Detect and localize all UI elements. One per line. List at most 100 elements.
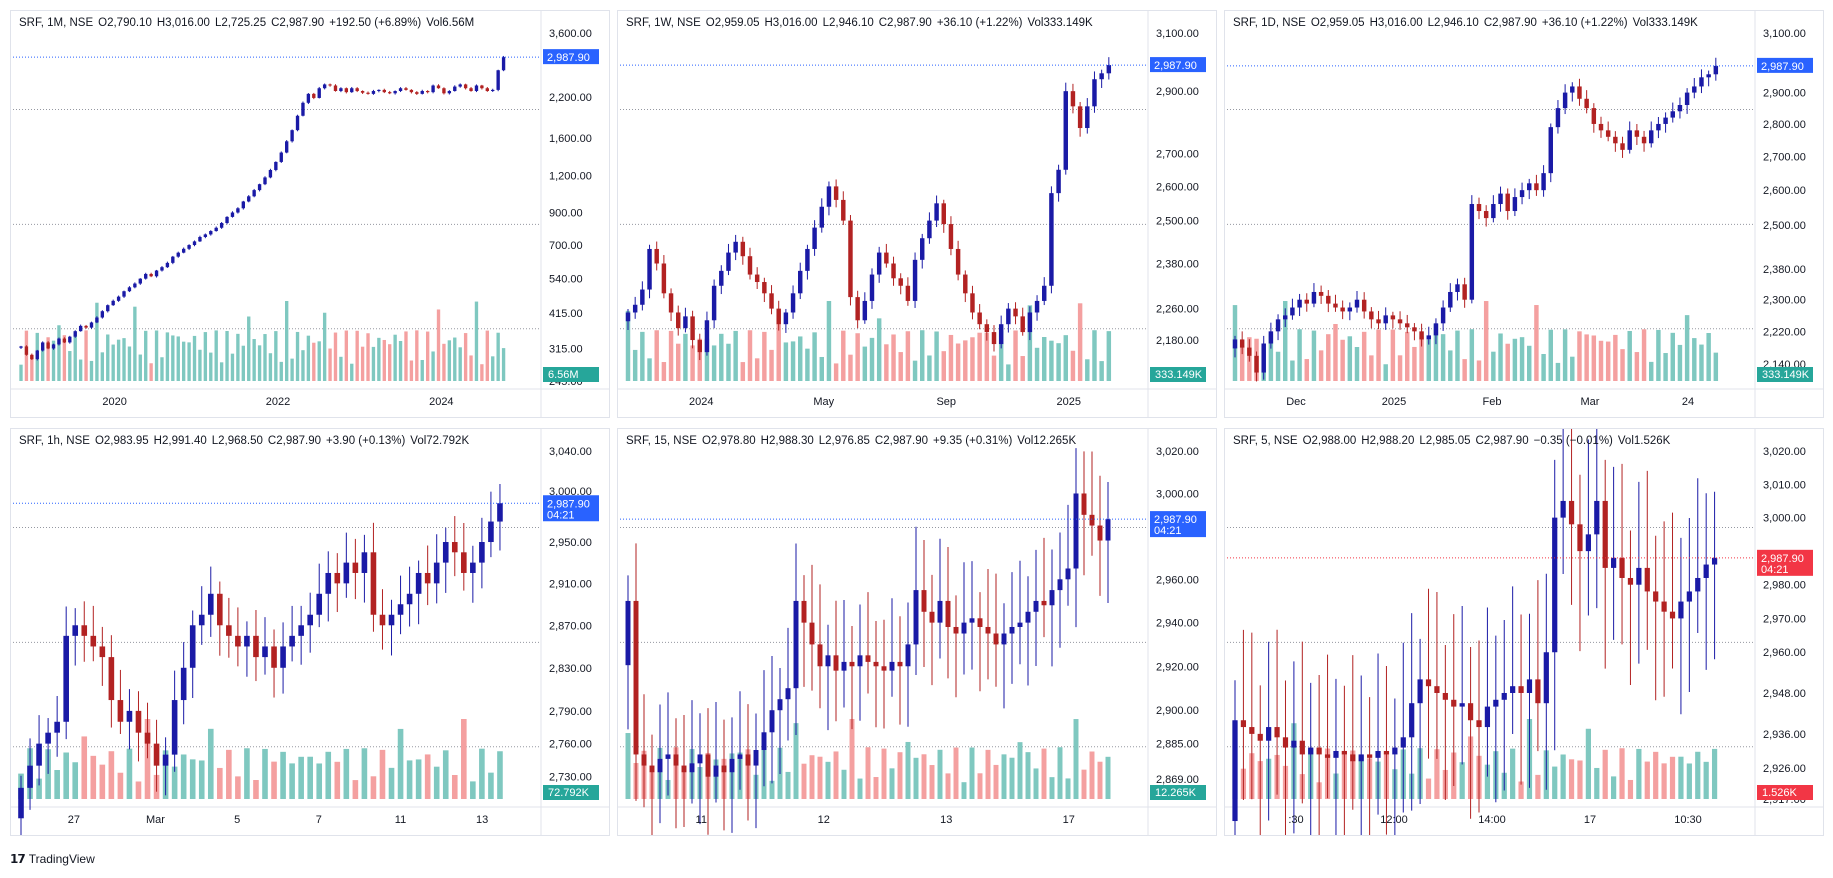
volume-bar <box>841 769 847 799</box>
volume-bar <box>225 331 229 381</box>
chart-canvas[interactable]: 3,020.00 3,000.00 2,960.00 2,940.00 2,920.00… <box>618 429 1217 836</box>
candle-body <box>833 655 839 671</box>
candle-body <box>891 263 896 279</box>
chart-panel-1W[interactable]: SRF, 1W, NSE O2,959.05 H3,016.00 L2,946.10 C… <box>617 10 1217 418</box>
volume-bar <box>289 763 295 799</box>
volume-bar <box>1605 341 1611 381</box>
chart-panel-5[interactable]: SRF, 5, NSE O2,988.00 H2,988.20 L2,985.05 C2… <box>1224 428 1824 836</box>
candle-body <box>625 312 631 322</box>
candle-body <box>135 710 142 733</box>
y-tick-label: 2,760.00 <box>549 739 592 751</box>
last-price-tag <box>1150 57 1206 73</box>
y-tick-label: 3,600.00 <box>549 28 592 40</box>
candle-body <box>307 614 313 626</box>
candle-body <box>955 248 961 275</box>
volume-bar <box>274 331 278 381</box>
y-tick-label: 2,800.00 <box>1763 119 1806 131</box>
chart-panel-15[interactable]: SRF, 15, NSE O2,978.80 H2,988.30 L2,976.85 C… <box>617 428 1217 836</box>
volume-bar <box>442 343 446 381</box>
candle-body <box>252 190 256 197</box>
volume-bar <box>316 763 323 799</box>
volume-bar <box>1419 336 1424 381</box>
candle-body <box>848 220 853 298</box>
candle-body <box>171 256 175 263</box>
volume-bar <box>876 318 882 381</box>
volume-bar <box>388 767 395 799</box>
candle-body <box>271 646 277 668</box>
candle-body <box>963 274 968 294</box>
volume-bar <box>241 345 245 381</box>
volume-bar <box>632 349 638 381</box>
y-tick-label: 1,200.00 <box>549 170 592 182</box>
volume-bar <box>497 751 503 799</box>
candle-body <box>84 325 88 328</box>
y-tick-label: 2,260.00 <box>1156 304 1199 316</box>
volume-bar <box>165 332 170 381</box>
candle-body <box>393 91 397 94</box>
candle-body <box>857 655 863 667</box>
volume-bar <box>436 309 441 381</box>
candle-body <box>1669 611 1676 619</box>
chart-canvas[interactable]: 3,020.00 3,010.00 3,000.00 2,980.00 2,970.00… <box>1225 429 1824 836</box>
volume-bar <box>415 759 422 799</box>
volume-bar <box>126 748 133 799</box>
volume-bar <box>1063 335 1068 381</box>
candle-body <box>153 743 160 766</box>
volume-bar <box>214 330 218 381</box>
candle-body <box>1562 92 1568 109</box>
volume-bar <box>1686 763 1692 799</box>
candle-body <box>1518 686 1524 693</box>
candle-body <box>927 220 932 239</box>
candle-body <box>1585 534 1591 552</box>
volume-bar <box>198 349 202 381</box>
volume-bar <box>1627 779 1634 799</box>
volume-bar <box>1390 329 1396 381</box>
volume-bar <box>920 330 925 381</box>
candle-body <box>30 354 34 360</box>
candle-body <box>1434 686 1440 693</box>
chart-panel-1D[interactable]: SRF, 1D, NSE O2,959.05 H3,016.00 L2,946.10 C… <box>1224 10 1824 418</box>
candle-body <box>1361 299 1367 312</box>
volume-bar <box>1469 329 1475 381</box>
candle-body <box>654 248 659 264</box>
volume-bar <box>1283 301 1288 381</box>
candle-body <box>1548 127 1553 174</box>
volume-bar <box>100 352 105 381</box>
candle-body <box>1240 720 1247 728</box>
candle-body <box>1577 86 1582 99</box>
volume-bar <box>370 776 377 799</box>
chart-grid: SRF, 1M, NSE O2,790.10 H3,016.00 L2,725.25 C… <box>10 10 1824 844</box>
chart-canvas[interactable]: 3,100.00 2,900.00 2,700.00 2,600.00 2,500.00… <box>618 11 1217 418</box>
footer-brand[interactable]: TradingView <box>28 852 95 866</box>
candle-body <box>1347 307 1353 312</box>
volume-bar <box>1653 751 1659 799</box>
last-price-tag <box>543 49 599 65</box>
candle-body <box>1056 169 1061 194</box>
candle-body <box>1333 750 1339 758</box>
volume-bar <box>1034 347 1040 381</box>
legend-open: O2,983.95 <box>94 435 149 447</box>
x-tick-label: 11 <box>395 814 406 826</box>
volume-bar <box>1085 359 1090 381</box>
chart-canvas[interactable]: 3,100.00 2,900.00 2,800.00 2,700.00 2,600.00… <box>1225 11 1824 418</box>
volume-bar <box>785 771 791 799</box>
chart-panel-1M[interactable]: SRF, 1M, NSE O2,790.10 H3,016.00 L2,725.25 C… <box>10 10 610 418</box>
volume-bar <box>769 780 775 799</box>
candle-body <box>388 92 392 94</box>
candle-body <box>1326 295 1331 304</box>
candle-body <box>127 287 132 292</box>
candle-body <box>165 262 170 268</box>
candle-body <box>1703 564 1709 578</box>
candle-body <box>1020 316 1025 333</box>
candle-body <box>388 614 395 626</box>
candle-body <box>1713 65 1719 75</box>
candle-body <box>1684 92 1690 106</box>
volume-bar <box>1684 315 1690 381</box>
candle-body <box>754 274 760 283</box>
chart-canvas[interactable]: 3,040.00 3,000.00 2,950.00 2,910.00 2,870.00… <box>11 429 610 836</box>
candle-body <box>334 572 341 584</box>
chart-canvas[interactable]: 3,600.00 2,200.00 1,600.00 1,200.00 900.00 70… <box>11 11 610 418</box>
chart-panel-1h[interactable]: SRF, 1h, NSE O2,983.95 H2,991.40 L2,968.50 C… <box>10 428 610 836</box>
candle-body <box>149 273 153 277</box>
candle-body <box>1627 577 1634 585</box>
